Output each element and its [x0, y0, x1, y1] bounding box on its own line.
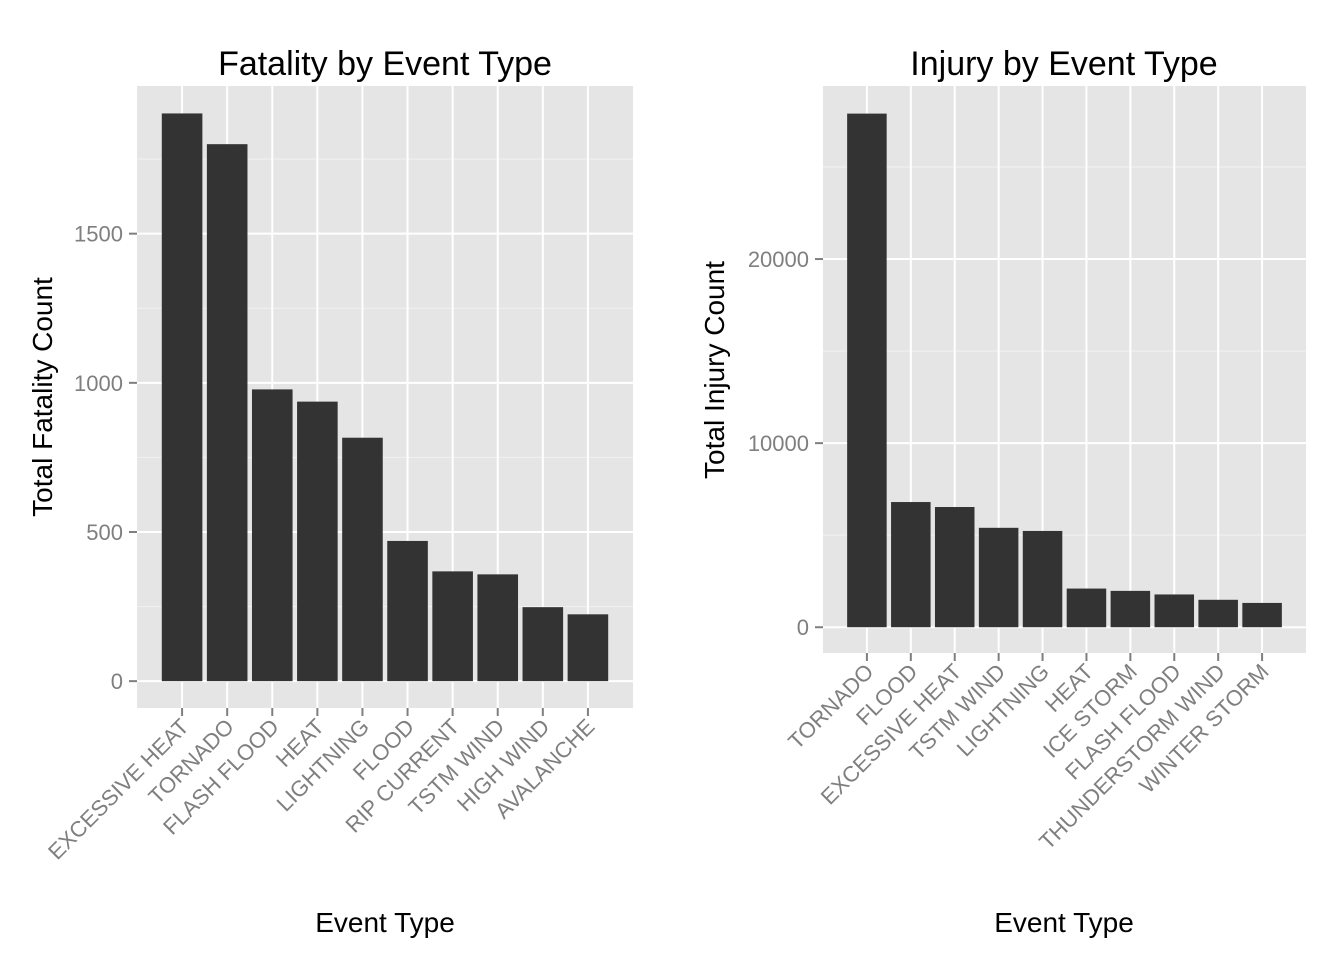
fatality-bar-3 [251, 389, 293, 682]
fatality-bar-4 [297, 401, 338, 682]
fatality-bar-1 [161, 113, 203, 682]
fatality-y-tick-label: 500 [86, 520, 123, 545]
injury-x-axis-label: Event Type [994, 907, 1134, 938]
fatality-bar-7 [432, 571, 473, 682]
injury-y-axis-label: Total Injury Count [699, 261, 730, 479]
fatality-y-axis-label: Total Fatality Count [27, 277, 58, 517]
fatality-y-tick-label: 1000 [74, 371, 123, 396]
injury-bar-6 [1066, 588, 1107, 628]
fatality-y-tick-label: 0 [111, 669, 123, 694]
injury-bar-8 [1154, 594, 1195, 628]
injury-bar-4 [978, 527, 1019, 628]
fatality-bar-5 [342, 437, 383, 682]
fatality-x-axis-label: Event Type [315, 907, 455, 938]
injury-y-tick-label: 0 [797, 615, 809, 640]
fatality-bar-10 [567, 614, 609, 682]
fatality-bar-2 [206, 144, 248, 682]
injury-bar-9 [1198, 599, 1238, 628]
injury-chart-title: Injury by Event Type [910, 45, 1217, 83]
injury-bar-3 [934, 507, 975, 628]
injury-bar-1 [847, 113, 887, 628]
fatality-bar-8 [477, 574, 519, 682]
fatality-y-tick-label: 1500 [74, 222, 123, 247]
injury-y-tick-label: 20000 [748, 247, 809, 272]
injury-bar-7 [1110, 590, 1151, 628]
injury-y-tick-label: 10000 [748, 431, 809, 456]
injury-bar-10 [1242, 602, 1282, 628]
injury-bar-5 [1022, 530, 1063, 628]
fatality-bar-6 [387, 540, 428, 682]
fatality-chart-title: Fatality by Event Type [218, 45, 552, 83]
fatality-bar-9 [522, 607, 564, 682]
injury-bar-2 [891, 502, 931, 628]
